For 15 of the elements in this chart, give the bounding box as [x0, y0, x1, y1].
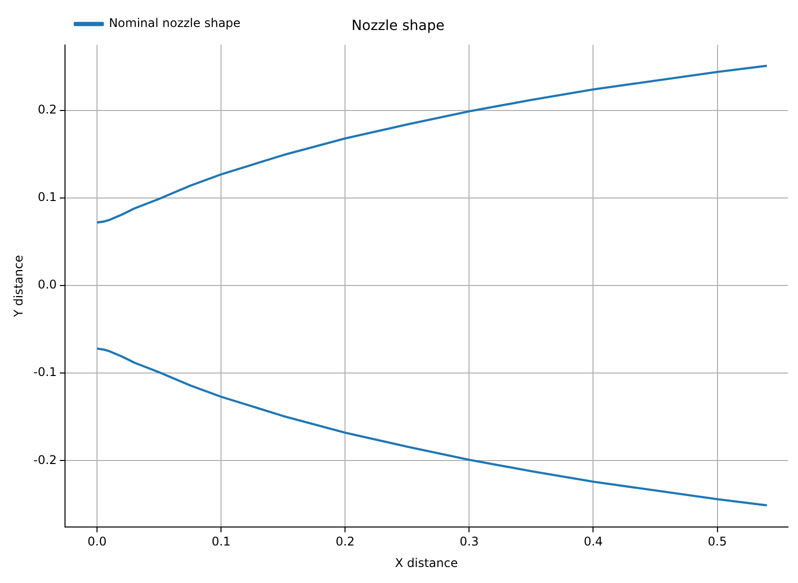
- y-axis-title: Y distance: [11, 255, 26, 318]
- x-tick-label: 0.3: [460, 534, 479, 549]
- x-axis-title: X distance: [394, 556, 458, 570]
- x-tick-label: 0.0: [88, 534, 107, 549]
- y-tick-label: 0.2: [38, 102, 57, 117]
- y-tick-label: -0.1: [33, 365, 57, 380]
- legend-label: Nominal nozzle shape: [108, 16, 241, 30]
- y-tick-label: -0.2: [33, 452, 57, 467]
- x-tick-label: 0.2: [336, 534, 355, 549]
- x-tick-label: 0.5: [708, 534, 727, 549]
- y-tick-label: 0.0: [38, 278, 57, 292]
- x-tick-label: 0.1: [212, 534, 231, 549]
- chart-title: Nozzle shape: [352, 18, 444, 34]
- y-tick-label: 0.1: [38, 190, 57, 204]
- x-tick-label: 0.4: [584, 534, 603, 549]
